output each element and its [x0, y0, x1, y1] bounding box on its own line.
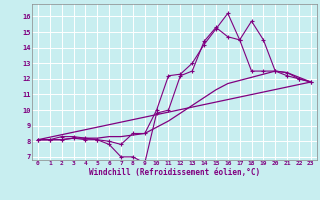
- X-axis label: Windchill (Refroidissement éolien,°C): Windchill (Refroidissement éolien,°C): [89, 168, 260, 177]
